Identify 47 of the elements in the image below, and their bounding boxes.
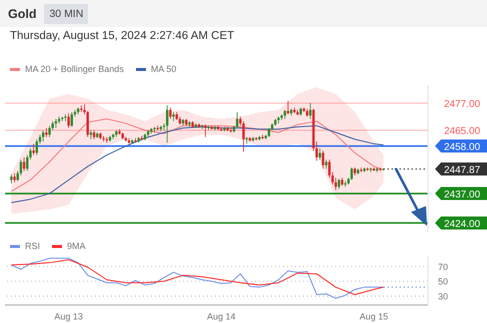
candlestick bbox=[10, 174, 13, 184]
candlestick bbox=[70, 112, 73, 128]
legend-label: 9MA bbox=[66, 241, 86, 251]
candlestick bbox=[58, 116, 60, 124]
candlestick bbox=[67, 112, 70, 128]
candlestick bbox=[166, 104, 168, 144]
candlestick bbox=[318, 148, 322, 160]
candlestick bbox=[261, 134, 264, 140]
candlestick bbox=[169, 107, 172, 120]
legend-label: MA 50 bbox=[150, 64, 176, 74]
candlestick bbox=[90, 130, 92, 140]
y-tick-label: 2458.00 bbox=[444, 142, 481, 153]
y-tick-label: 70 bbox=[438, 262, 448, 272]
x-tick-label: Aug 14 bbox=[207, 311, 236, 322]
y-tick-label: 2447.87 bbox=[444, 164, 481, 176]
candlestick bbox=[204, 124, 207, 138]
candlestick bbox=[45, 128, 48, 138]
candlestick bbox=[22, 156, 26, 172]
candlestick bbox=[309, 102, 312, 120]
legend-label: MA 20 + Bollinger Bands bbox=[24, 64, 124, 74]
candlestick bbox=[64, 114, 67, 122]
candlestick bbox=[338, 178, 340, 190]
x-tick-label: Aug 13 bbox=[54, 311, 83, 322]
candlestick bbox=[36, 138, 38, 156]
y-tick-label: 2465.00 bbox=[444, 126, 481, 138]
candlestick bbox=[32, 143, 35, 156]
candlestick bbox=[54, 118, 58, 128]
y-tick-label: 2477.00 bbox=[444, 98, 481, 110]
y-tick-label: 30 bbox=[438, 292, 448, 302]
candlestick bbox=[42, 130, 44, 142]
candlestick bbox=[92, 130, 96, 140]
candlestick bbox=[286, 100, 290, 115]
y-tick-label: 2424.00 bbox=[444, 218, 481, 230]
legend-label: RSI bbox=[24, 241, 40, 251]
line-series bbox=[10, 125, 384, 204]
candlestick bbox=[325, 159, 328, 170]
text: Thursday, August 15, 2024 2:27:46 AM CET bbox=[10, 30, 234, 42]
candlestick bbox=[284, 109, 286, 120]
candlestick bbox=[134, 138, 137, 144]
candlestick bbox=[350, 167, 353, 180]
x-tick-label: Aug 15 bbox=[360, 311, 388, 322]
candlestick bbox=[236, 112, 238, 128]
candlestick bbox=[172, 112, 175, 122]
y-tick-label: 2437.00 bbox=[444, 189, 481, 200]
chart-subtitle: 30 MIN bbox=[44, 4, 88, 24]
y-tick-label: 50 bbox=[438, 276, 448, 287]
chart-title: Gold bbox=[8, 6, 36, 20]
